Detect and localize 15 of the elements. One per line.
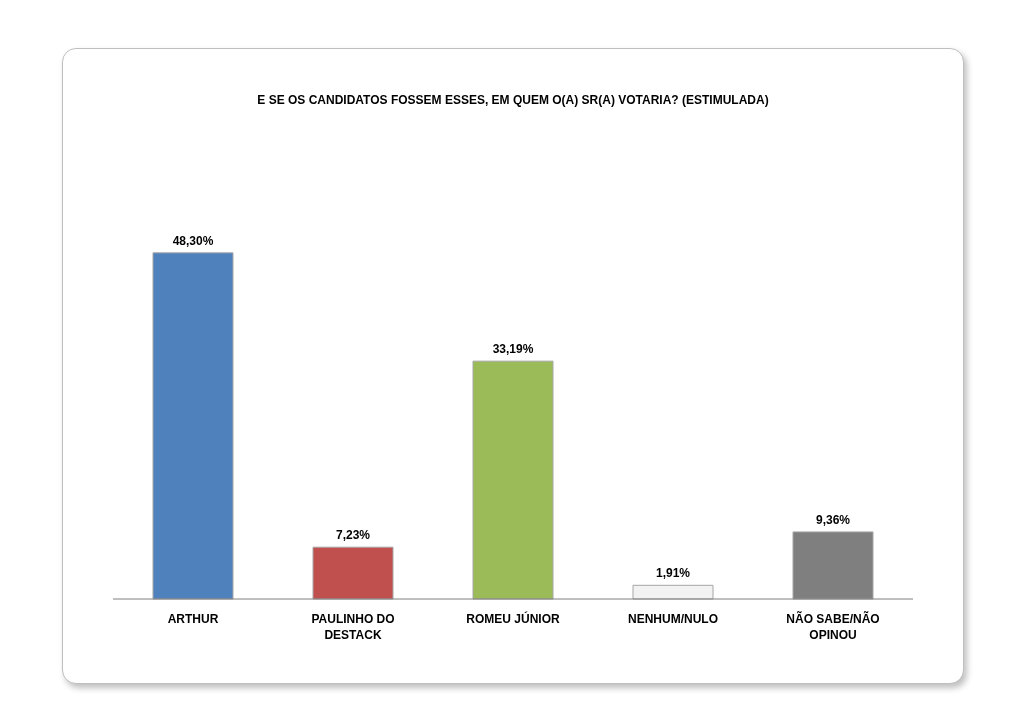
data-label: 9,36% bbox=[815, 512, 851, 527]
bar bbox=[472, 360, 554, 600]
data-label: 48,30% bbox=[172, 233, 214, 248]
data-label: 33,19% bbox=[492, 342, 534, 357]
x-tick-label: PAULINHO DO DESTACK bbox=[311, 612, 395, 642]
x-tick-label: ARTHUR bbox=[167, 612, 219, 626]
chart-title: E SE OS CANDIDATOS FOSSEM ESSES, EM QUEM O(A) SR(A) VOTARIA? (ESTIMULADA) bbox=[256, 93, 770, 107]
x-tick-label: ROMEU JÚNIOR bbox=[466, 611, 560, 626]
bar bbox=[632, 584, 714, 600]
x-tick-label: NÃO SABE/NÃO OPINOU bbox=[786, 611, 880, 642]
x-tick-label: NENHUM/NULO bbox=[628, 612, 718, 626]
data-label: 7,23% bbox=[335, 528, 371, 543]
bar bbox=[312, 546, 394, 600]
bar bbox=[152, 252, 234, 600]
data-label: 1,91% bbox=[655, 566, 691, 581]
